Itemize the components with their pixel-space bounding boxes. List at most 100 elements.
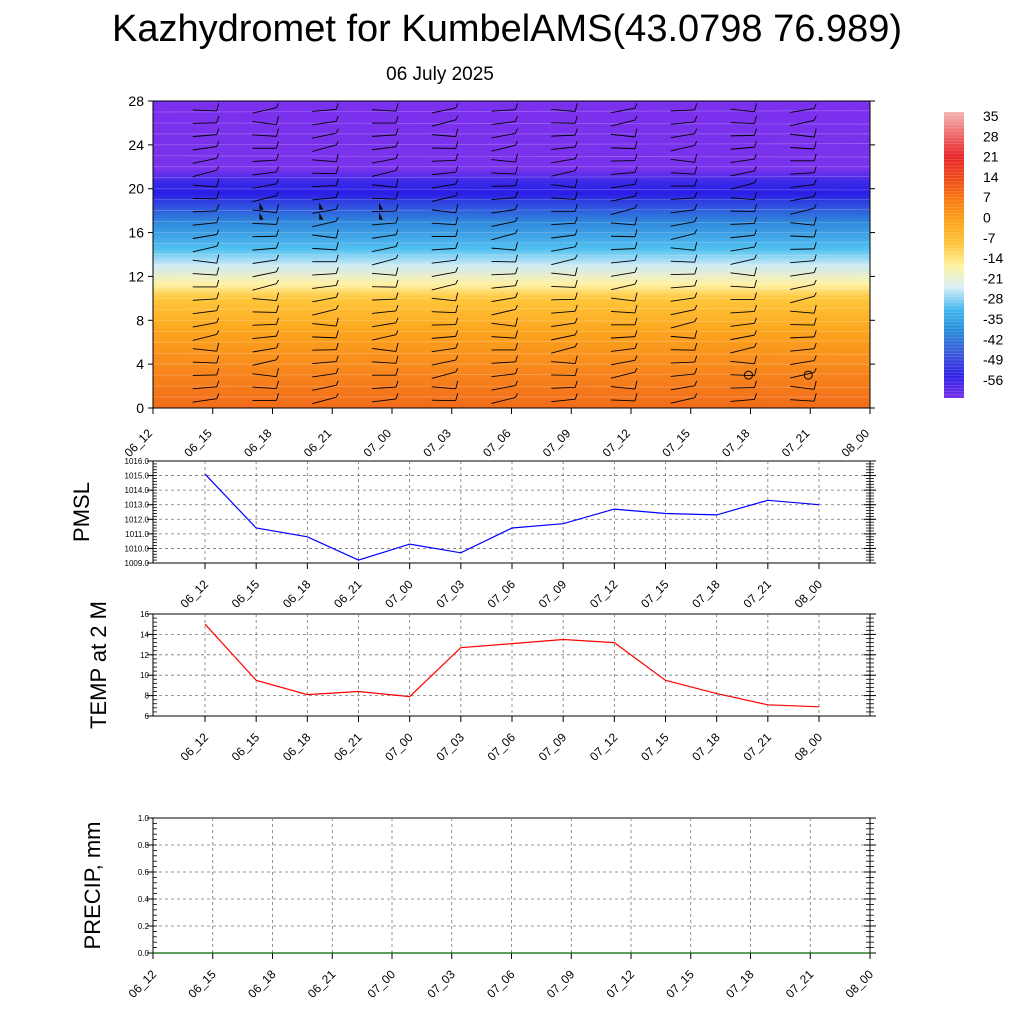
wind-barb-feather xyxy=(634,279,638,285)
wind-barb-feather xyxy=(455,229,459,237)
wind-barb-staff xyxy=(371,322,397,328)
wind-barb-staff xyxy=(790,207,815,215)
wind-barb-feather xyxy=(276,241,279,249)
wind-barb-feather xyxy=(574,178,578,188)
wind-barb-feather xyxy=(395,191,399,200)
wind-barb-feather xyxy=(813,103,817,109)
y-tick-label: 1012.0 xyxy=(125,515,150,524)
wind-barb-feather xyxy=(276,380,279,389)
x-tick-label: 08_00 xyxy=(839,426,873,460)
wind-barb-feather xyxy=(694,229,698,234)
wind-barb-feather xyxy=(455,191,459,197)
wind-barb-feather xyxy=(216,368,220,376)
wind-barb-staff xyxy=(610,160,636,162)
wind-barb-staff xyxy=(730,398,755,402)
wind-barb-feather xyxy=(574,330,578,336)
wind-barb-staff xyxy=(192,259,217,264)
wind-barb-feather xyxy=(276,317,279,325)
wind-barb-staff xyxy=(551,398,576,403)
x-tick-label: 07_21 xyxy=(740,730,774,764)
wind-barb-feather xyxy=(813,229,817,238)
wind-barb-feather xyxy=(335,128,339,134)
wind-barb-feather xyxy=(335,141,339,146)
wind-barb-staff xyxy=(610,359,636,366)
wind-barb-feather xyxy=(574,229,578,236)
colorbar-label: -28 xyxy=(983,291,1003,307)
wind-barb-staff xyxy=(730,134,755,137)
wind-barb-feather xyxy=(276,178,279,184)
contour-line xyxy=(152,340,871,343)
wind-barb-feather xyxy=(754,115,757,124)
wind-barb-feather xyxy=(813,204,817,209)
wind-barb-feather xyxy=(694,178,698,187)
x-tick-label: 07_00 xyxy=(361,426,395,460)
wind-barb-feather xyxy=(813,178,817,185)
wind-barb-staff xyxy=(252,359,277,366)
wind-barb-staff xyxy=(371,348,397,352)
wind-barb-feather xyxy=(634,128,638,137)
wind-barb-staff xyxy=(730,197,755,201)
wind-barb-staff xyxy=(491,322,516,327)
wind-barb-staff xyxy=(491,273,516,276)
wind-barb-feather xyxy=(276,368,279,377)
x-tick-label: 06_12 xyxy=(126,967,160,1001)
wind-barb-feather xyxy=(813,254,817,261)
wind-barb-staff xyxy=(790,295,815,304)
wind-barb-feather xyxy=(395,279,399,288)
wind-barb-feather xyxy=(754,229,757,236)
colorbar-label: 7 xyxy=(983,189,991,205)
wind-barb-feather xyxy=(455,241,459,249)
wind-barb-staff xyxy=(730,234,755,239)
wind-barb-staff xyxy=(610,222,636,226)
wind-barb-staff xyxy=(670,349,695,351)
wind-barb-feather xyxy=(276,216,279,225)
wind-barb-staff xyxy=(551,222,576,226)
wind-barb-staff xyxy=(312,132,337,139)
wind-barb-feather xyxy=(395,254,399,259)
wind-barb-staff xyxy=(312,336,337,339)
wind-barb-feather xyxy=(574,216,578,224)
wind-barb-staff xyxy=(431,147,456,149)
wind-barb-staff xyxy=(431,195,456,202)
wind-barb-staff xyxy=(312,172,337,175)
wind-barb-staff xyxy=(551,108,576,112)
wind-barb-feather xyxy=(813,292,817,297)
colorbar-label: 0 xyxy=(983,210,991,226)
wind-barb-staff xyxy=(252,222,277,225)
wind-barb-feather xyxy=(574,342,578,347)
wind-barb-staff xyxy=(491,197,516,201)
wind-barb-feather xyxy=(813,166,817,173)
wind-barb-feather xyxy=(216,216,220,223)
wind-barb-staff xyxy=(610,107,636,114)
wind-barb-staff xyxy=(491,297,516,302)
wind-barb-feather xyxy=(335,103,339,110)
wind-barb-staff xyxy=(730,246,755,252)
calm-wind-marker xyxy=(744,370,753,380)
wind-barb-feather xyxy=(216,355,220,364)
wind-barb-feather xyxy=(754,103,757,112)
wind-barb-feather xyxy=(276,292,279,301)
wind-barb-feather xyxy=(276,254,279,261)
wind-barb-feather xyxy=(574,317,578,324)
wind-barb-feather xyxy=(694,204,698,210)
wind-barb-feather xyxy=(395,153,399,159)
wind-barb-feather xyxy=(634,241,638,249)
y-tick-label: 1013.0 xyxy=(125,501,150,510)
wind-barb-staff xyxy=(312,159,337,163)
wind-barb-staff xyxy=(312,296,337,303)
wind-barb-feather xyxy=(634,153,638,161)
wind-barb-feather xyxy=(216,393,220,399)
wind-barb-staff xyxy=(730,158,755,164)
wind-barb-feather xyxy=(634,103,638,109)
x-tick-label: 06_12 xyxy=(178,577,212,611)
wind-barb-feather xyxy=(694,304,698,310)
wind-barb-feather xyxy=(813,128,817,138)
y-tick-label: 4 xyxy=(136,356,144,372)
contour-line xyxy=(152,307,871,310)
wind-barb-feather xyxy=(515,103,518,110)
wind-barb-feather xyxy=(813,317,817,326)
wind-barb-feather xyxy=(216,103,220,112)
x-tick-label: 07_15 xyxy=(638,577,672,611)
wind-barb-feather xyxy=(455,128,459,137)
